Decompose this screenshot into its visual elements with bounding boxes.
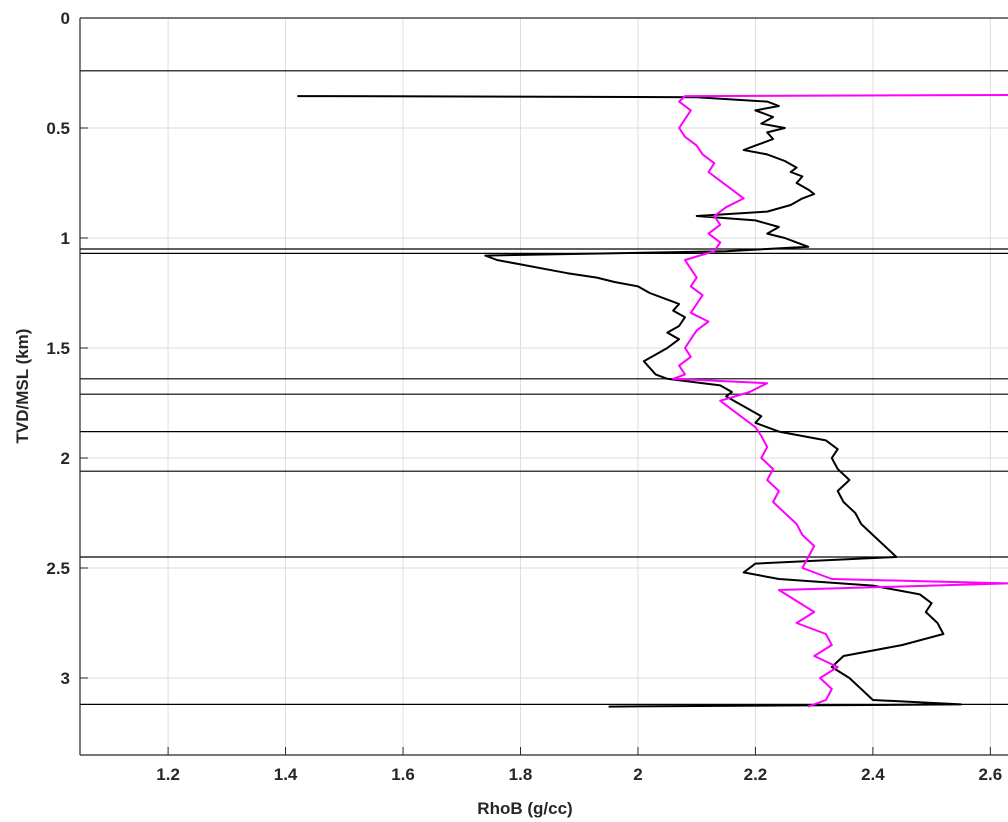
x-axis-label: RhoB (g/cc) xyxy=(477,799,572,818)
x-tick-label: 2.6 xyxy=(979,765,1003,784)
x-tick-label: 2 xyxy=(633,765,642,784)
x-tick-label: 1.8 xyxy=(509,765,533,784)
series-line-2 xyxy=(672,94,1008,708)
grid xyxy=(80,17,1008,755)
axes xyxy=(79,17,1008,756)
y-ticks: 0 0.5 1 1.5 2 2.5 3 xyxy=(46,9,88,688)
y-tick-label: 1.5 xyxy=(46,339,70,358)
y-tick-label: 0.5 xyxy=(46,119,70,138)
y-tick-label: 2 xyxy=(61,449,70,468)
x-ticks: 1.2 1.4 1.6 1.8 2 2.2 2.4 2.6 xyxy=(156,747,1002,784)
x-tick-label: 2.2 xyxy=(744,765,768,784)
horizontal-markers xyxy=(80,70,1008,706)
x-tick-label: 1.2 xyxy=(156,765,180,784)
x-tick-label: 2.4 xyxy=(861,765,885,784)
y-axis-label: TVD/MSL (km) xyxy=(13,329,32,444)
y-tick-label: 1 xyxy=(61,229,70,248)
plot-background xyxy=(80,18,1008,755)
series-line-1 xyxy=(297,95,962,708)
series-layer xyxy=(297,94,1008,708)
y-tick-label: 3 xyxy=(61,669,70,688)
y-tick-label: 2.5 xyxy=(46,559,70,578)
x-tick-label: 1.6 xyxy=(391,765,415,784)
y-tick-label: 0 xyxy=(61,9,70,28)
x-tick-label: 1.4 xyxy=(274,765,298,784)
